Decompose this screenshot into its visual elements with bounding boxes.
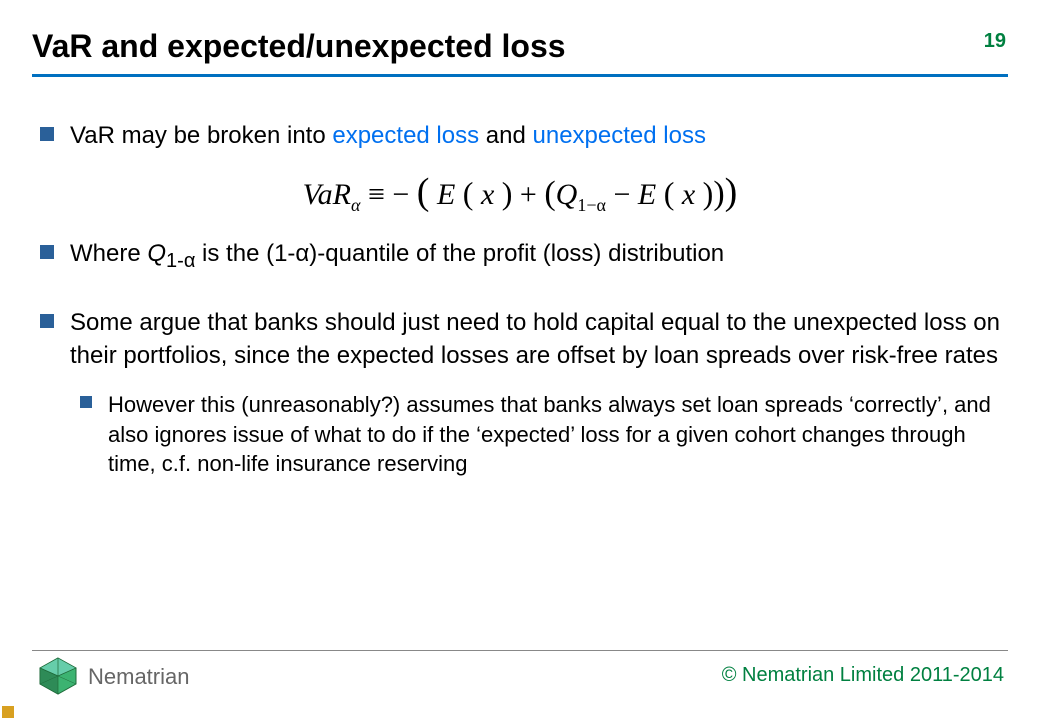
bullet-1-mid: and bbox=[486, 122, 533, 149]
formula-Qsub: 1−α bbox=[577, 195, 606, 215]
slide-footer: Nematrian © Nematrian Limited 2011-2014 bbox=[32, 650, 1008, 700]
bullet-marker-icon bbox=[40, 314, 54, 328]
spacer bbox=[40, 293, 1000, 307]
bullet-2-suffix: )-quantile of the profit (loss) distribu… bbox=[309, 240, 724, 267]
formula-lhs: VaR bbox=[303, 178, 351, 211]
formula-plus: + bbox=[512, 178, 544, 211]
page-number: 19 bbox=[984, 30, 1006, 53]
bullet-1-prefix: VaR may be broken into bbox=[70, 122, 332, 149]
bullet-1-highlight-2: unexpected loss bbox=[533, 122, 706, 149]
bullet-2-mid: is the (1- bbox=[195, 240, 295, 267]
bullet-1-highlight-1: expected loss bbox=[332, 122, 485, 149]
formula-open3: ( bbox=[544, 175, 555, 212]
slide: VaR and expected/unexpected loss 19 VaR … bbox=[0, 0, 1040, 720]
bullet-2-qsub: 1-α bbox=[166, 250, 195, 272]
bullet-2-prefix: Where bbox=[70, 240, 147, 267]
slide-title: VaR and expected/unexpected loss bbox=[32, 28, 1008, 65]
formula-close1: ) bbox=[725, 171, 738, 213]
logo-icon bbox=[36, 656, 80, 701]
formula-open1: ( bbox=[417, 171, 430, 213]
bullet-1: VaR may be broken into expected loss and… bbox=[40, 120, 1000, 152]
formula-open4: ( bbox=[664, 175, 675, 211]
formula-E1: E bbox=[429, 178, 462, 211]
footer-rule bbox=[32, 650, 1008, 651]
bullet-2-alpha: α bbox=[295, 240, 309, 267]
formula-close2: ) bbox=[502, 175, 513, 211]
bullet-1-text: VaR may be broken into expected loss and… bbox=[70, 120, 706, 152]
formula-minus: − bbox=[606, 178, 638, 211]
formula-close3: ) bbox=[713, 175, 724, 212]
formula-close4: ) bbox=[703, 175, 714, 211]
footer-brand: Nematrian bbox=[88, 664, 189, 690]
formula-x1: x bbox=[473, 178, 501, 211]
slide-header: VaR and expected/unexpected loss bbox=[32, 28, 1008, 65]
formula-open2: ( bbox=[463, 175, 474, 211]
bullet-3-text: Some argue that banks should just need t… bbox=[70, 307, 1000, 372]
title-underline bbox=[32, 74, 1008, 77]
slide-content: VaR may be broken into expected loss and… bbox=[40, 120, 1000, 497]
footer-copyright: © Nematrian Limited 2011-2014 bbox=[722, 664, 1004, 687]
bullet-4-text: However this (unreasonably?) assumes tha… bbox=[108, 390, 1000, 479]
corner-marker-icon bbox=[2, 706, 14, 718]
bullet-marker-icon bbox=[80, 396, 92, 408]
formula-equiv: ≡ − bbox=[360, 178, 416, 211]
formula: VaRα ≡ − ( E ( x ) + (Q1−α − E ( x ))) bbox=[40, 170, 1000, 216]
bullet-marker-icon bbox=[40, 127, 54, 141]
formula-E2: E bbox=[638, 178, 664, 211]
bullet-marker-icon bbox=[40, 245, 54, 259]
formula-Q: Q bbox=[556, 178, 578, 211]
bullet-2: Where Q1-α is the (1-α)-quantile of the … bbox=[40, 238, 1000, 275]
formula-x2: x bbox=[674, 178, 702, 211]
bullet-4: However this (unreasonably?) assumes tha… bbox=[80, 390, 1000, 479]
bullet-2-text: Where Q1-α is the (1-α)-quantile of the … bbox=[70, 238, 724, 275]
bullet-3: Some argue that banks should just need t… bbox=[40, 307, 1000, 372]
bullet-2-q: Q bbox=[147, 240, 166, 267]
